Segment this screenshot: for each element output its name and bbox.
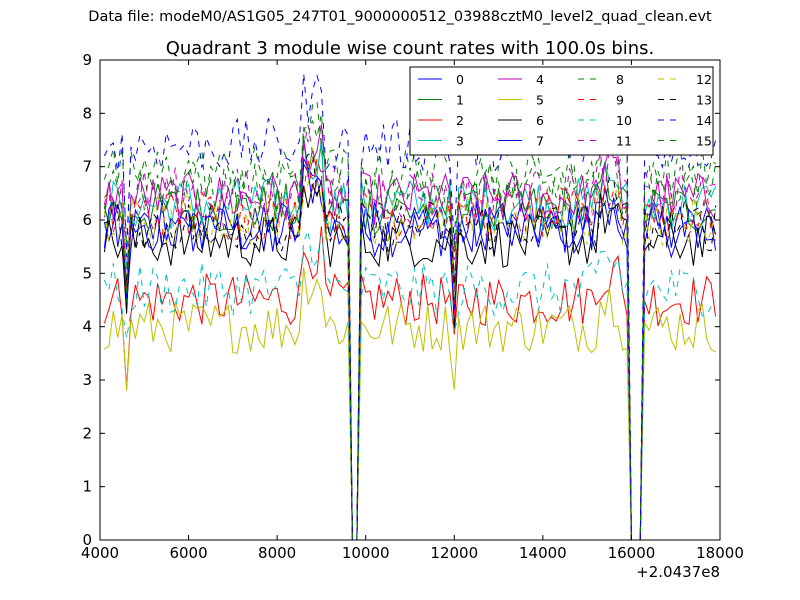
legend-label-3: 3: [456, 134, 464, 149]
series-line-10: [103, 230, 716, 540]
legend-label-14: 14: [696, 113, 712, 128]
series-line-6: [103, 180, 717, 540]
y-tick-label: 7: [82, 158, 92, 176]
legend-label-15: 15: [696, 134, 712, 149]
legend-label-13: 13: [696, 93, 712, 108]
chart-title: Quadrant 3 module wise count rates with …: [166, 38, 655, 59]
series-line-11: [103, 125, 716, 540]
x-tick-label: 8000: [258, 544, 296, 562]
x-tick-label: 14000: [519, 544, 567, 562]
x-axis-offset-label: +2.0437e8: [636, 563, 720, 581]
series-line-8: [103, 100, 716, 540]
y-tick-label: 9: [82, 51, 92, 69]
series-line-5: [104, 267, 716, 540]
ticks-layer: 4000 6000 8000 10000 12000 14000 16000 18000012…: [81, 51, 744, 562]
x-tick-label: 18000: [696, 544, 744, 562]
y-tick-label: 4: [82, 318, 92, 336]
legend-label-6: 6: [536, 113, 544, 128]
series-line-3: [103, 137, 717, 540]
legend-label-2: 2: [456, 113, 464, 128]
y-tick-label: 3: [82, 371, 92, 389]
series-line-7: [103, 158, 716, 540]
legend-label-12: 12: [696, 72, 712, 87]
legend-label-5: 5: [536, 93, 544, 108]
y-tick-label: 1: [82, 478, 92, 496]
series-line-4: [103, 124, 717, 540]
legend-label-1: 1: [456, 93, 464, 108]
legend-label-10: 10: [616, 113, 632, 128]
x-tick-label: 12000: [430, 544, 478, 562]
figure-suptitle: Data file: modeM0/AS1G05_247T01_90000005…: [88, 9, 712, 25]
y-tick-label: 8: [82, 104, 92, 122]
series-line-15: [103, 113, 717, 540]
x-tick-label: 4000: [81, 544, 119, 562]
legend-label-0: 0: [456, 72, 464, 87]
legend-label-4: 4: [536, 72, 544, 87]
axes-frame: [99, 59, 721, 541]
x-tick-label: 6000: [169, 544, 207, 562]
legend-label-7: 7: [536, 134, 544, 149]
series-line-9: [103, 158, 716, 540]
series-line-2: [103, 226, 717, 540]
legend-label-8: 8: [616, 72, 624, 87]
legend-label-11: 11: [616, 134, 632, 149]
y-tick-label: 5: [82, 264, 92, 282]
y-tick-label: 2: [82, 424, 92, 442]
y-tick-label: 6: [82, 211, 92, 229]
legend-label-9: 9: [616, 93, 624, 108]
y-tick-label: 0: [82, 531, 92, 549]
series-line-1: [103, 136, 716, 540]
series-line-13: [104, 152, 717, 540]
x-tick-label: 10000: [342, 544, 390, 562]
x-tick-label: 16000: [608, 544, 656, 562]
